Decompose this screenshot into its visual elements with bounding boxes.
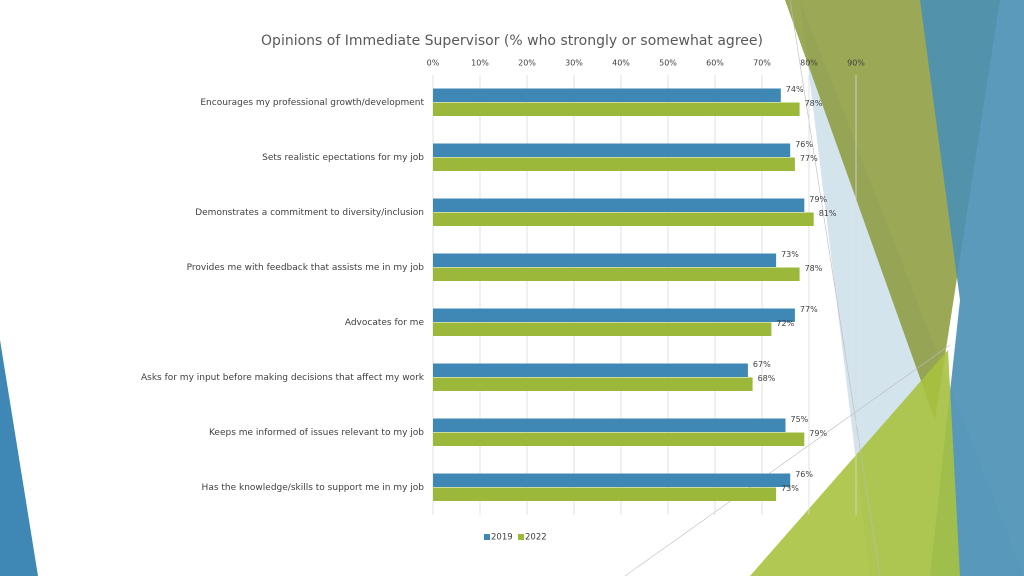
bar xyxy=(433,473,791,487)
data-label: 78% xyxy=(805,99,823,108)
legend-swatch xyxy=(518,534,524,540)
deco-line xyxy=(789,0,881,576)
legend-label: 2019 xyxy=(491,533,513,543)
bar xyxy=(433,377,753,391)
data-label: 78% xyxy=(805,264,823,273)
data-label: 76% xyxy=(795,140,813,149)
corner-shape xyxy=(0,340,38,576)
data-label: 74% xyxy=(786,85,804,94)
x-tick-label: 80% xyxy=(800,59,818,68)
data-label: 73% xyxy=(781,250,799,259)
y-tick-label: Advocates for me xyxy=(345,318,425,328)
deco-line xyxy=(624,344,951,576)
x-tick-label: 60% xyxy=(706,59,724,68)
bar xyxy=(433,487,777,501)
data-label: 73% xyxy=(781,484,799,493)
x-tick-label: 10% xyxy=(471,59,489,68)
data-label: 76% xyxy=(795,470,813,479)
bar xyxy=(433,88,781,102)
bar xyxy=(433,363,748,377)
data-label: 72% xyxy=(776,319,794,328)
bar xyxy=(433,418,786,432)
y-tick-label: Has the knowledge/skills to support me i… xyxy=(202,483,425,493)
data-label: 79% xyxy=(809,195,827,204)
data-label: 79% xyxy=(809,429,827,438)
data-label: 77% xyxy=(800,305,818,314)
y-tick-label: Provides me with feedback that assists m… xyxy=(187,263,425,273)
x-tick-label: 50% xyxy=(659,59,677,68)
bar xyxy=(433,212,814,226)
y-tick-label: Keeps me informed of issues relevant to … xyxy=(209,428,424,438)
x-tick-label: 90% xyxy=(847,59,865,68)
y-tick-label: Demonstrates a commitment to diversity/i… xyxy=(195,208,424,218)
x-tick-label: 20% xyxy=(518,59,536,68)
y-tick-label: Sets realistic epectations for my job xyxy=(262,153,424,163)
chart-title: Opinions of Immediate Supervisor (% who … xyxy=(261,33,763,49)
bar xyxy=(433,432,805,446)
bar xyxy=(433,143,791,157)
data-label: 67% xyxy=(753,360,771,369)
data-label: 75% xyxy=(791,415,809,424)
data-label: 81% xyxy=(819,209,837,218)
legend-swatch xyxy=(484,534,490,540)
x-tick-label: 40% xyxy=(612,59,630,68)
bar xyxy=(433,308,795,322)
bar xyxy=(433,267,800,281)
bar xyxy=(433,253,777,267)
bar xyxy=(433,198,805,212)
y-tick-label: Asks for my input before making decision… xyxy=(141,373,425,383)
y-tick-label: Encourages my professional growth/develo… xyxy=(200,98,424,108)
data-label: 77% xyxy=(800,154,818,163)
lime-shape xyxy=(750,350,960,576)
x-tick-label: 70% xyxy=(753,59,771,68)
bar xyxy=(433,322,772,336)
bar xyxy=(433,157,795,171)
bar xyxy=(433,102,800,116)
data-label: 68% xyxy=(758,374,776,383)
x-tick-label: 0% xyxy=(427,59,440,68)
x-tick-label: 30% xyxy=(565,59,583,68)
legend-label: 2022 xyxy=(525,533,547,543)
